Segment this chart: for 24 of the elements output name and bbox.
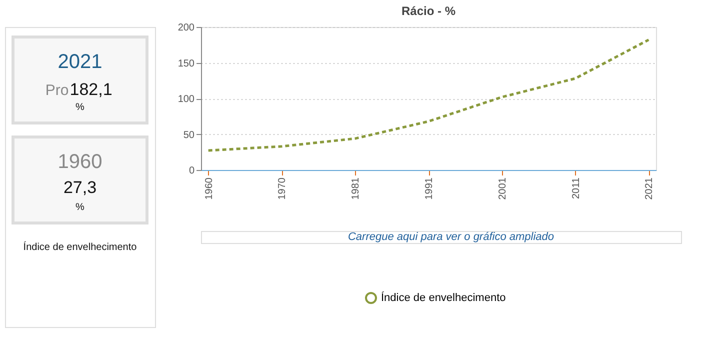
line-series bbox=[207, 38, 650, 152]
text: 1960 bbox=[58, 151, 102, 173]
text: Pro bbox=[45, 82, 69, 99]
x-tick-label: 1970 bbox=[277, 177, 288, 200]
y-tick-label: 100 bbox=[178, 94, 195, 105]
y-tick-label: 200 bbox=[178, 22, 195, 34]
y-tick-label: 50 bbox=[183, 130, 195, 141]
text: 182,1 bbox=[70, 80, 112, 99]
text: Índice de envelhecimento bbox=[23, 241, 138, 253]
text: Carregue aqui para ver o gráfico ampliado bbox=[348, 231, 554, 243]
x-tick-label: 2021 bbox=[644, 177, 656, 200]
x-tick-label: 1981 bbox=[350, 177, 362, 200]
x-tick-label: 2011 bbox=[570, 177, 582, 200]
legend-label: Índice de envelhecimento bbox=[381, 291, 506, 304]
text: % bbox=[76, 202, 85, 213]
chart-title: Rácio - % bbox=[401, 4, 456, 18]
y-tick-label: 0 bbox=[188, 166, 195, 176]
x-tick-label: 1960 bbox=[204, 177, 215, 200]
x-tick-label: 1991 bbox=[424, 177, 435, 200]
y-tick-label: 150 bbox=[178, 58, 195, 70]
text: % bbox=[76, 102, 85, 113]
text: 2021 bbox=[58, 51, 102, 73]
text: 27,3 bbox=[63, 178, 97, 197]
x-tick-label: 2001 bbox=[497, 177, 508, 200]
